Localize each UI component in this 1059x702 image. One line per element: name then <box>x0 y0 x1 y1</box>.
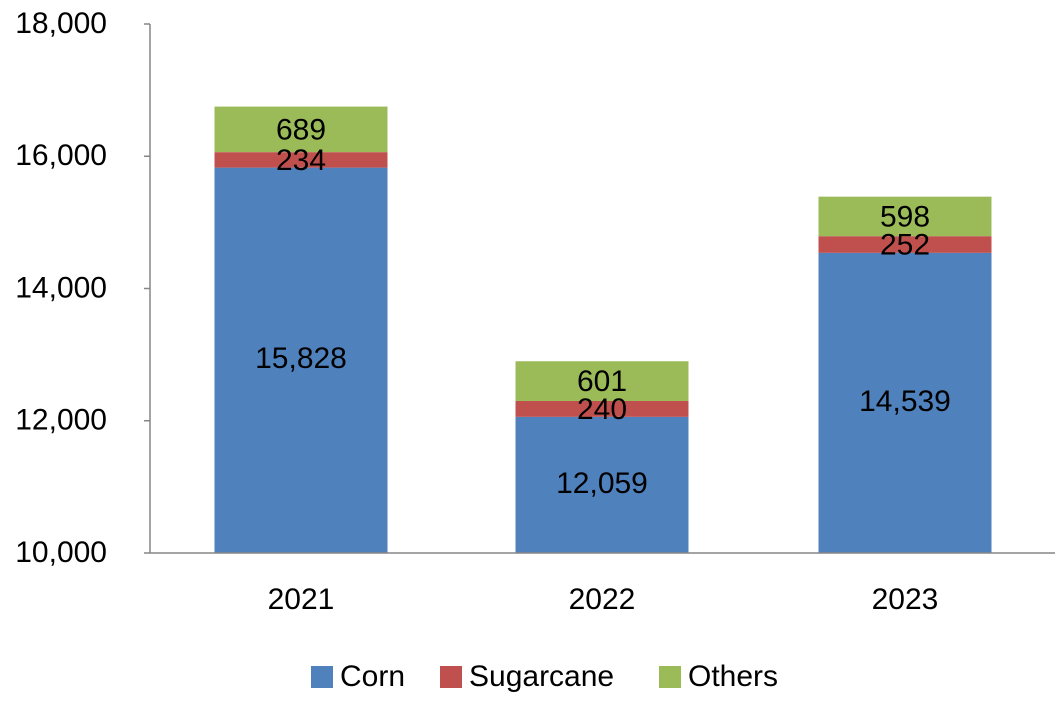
y-tick-label: 10,000 <box>15 536 107 569</box>
data-label-corn-2023: 14,539 <box>859 385 951 418</box>
data-label-corn-2022: 12,059 <box>556 467 648 500</box>
x-tick-label: 2023 <box>872 583 939 616</box>
bar-corn-2022 <box>515 416 689 553</box>
x-tick-label: 2022 <box>569 583 636 616</box>
y-tick-label: 18,000 <box>15 7 107 40</box>
legend-label-others: Others <box>688 660 778 693</box>
bar-sugarcane-2022 <box>515 400 689 417</box>
bars <box>214 106 992 553</box>
x-tick-label: 2021 <box>268 583 335 616</box>
legend-swatch-sugarcane <box>440 666 462 688</box>
data-label-sugarcane-2022: 240 <box>577 393 627 426</box>
legend: Corn Sugarcane Others <box>311 660 778 693</box>
data-label-others-2022: 601 <box>577 365 627 398</box>
bar-corn-2021 <box>214 167 388 553</box>
legend-swatch-others <box>659 666 681 688</box>
data-label-corn-2021: 15,828 <box>255 342 347 375</box>
bar-sugarcane-2021 <box>214 152 388 168</box>
bar-others-2021 <box>214 106 388 153</box>
data-label-sugarcane-2021: 234 <box>276 144 326 177</box>
bar-sugarcane-2023 <box>818 236 992 253</box>
y-axis: 10,000 12,000 14,000 16,000 18,000 <box>15 7 151 569</box>
y-tick-label: 16,000 <box>15 139 107 172</box>
data-label-others-2021: 689 <box>276 113 326 146</box>
data-label-others-2023: 598 <box>880 200 930 233</box>
legend-label-sugarcane: Sugarcane <box>469 660 614 693</box>
bar-others-2022 <box>515 361 689 401</box>
legend-label-corn: Corn <box>340 660 405 693</box>
bar-corn-2023 <box>818 252 992 553</box>
y-tick-label: 12,000 <box>15 404 107 437</box>
legend-swatch-corn <box>311 666 333 688</box>
y-tick-label: 14,000 <box>15 271 107 304</box>
bar-others-2023 <box>818 196 992 237</box>
x-axis: 2021 2022 2023 <box>150 552 1055 616</box>
data-label-sugarcane-2023: 252 <box>880 228 930 261</box>
